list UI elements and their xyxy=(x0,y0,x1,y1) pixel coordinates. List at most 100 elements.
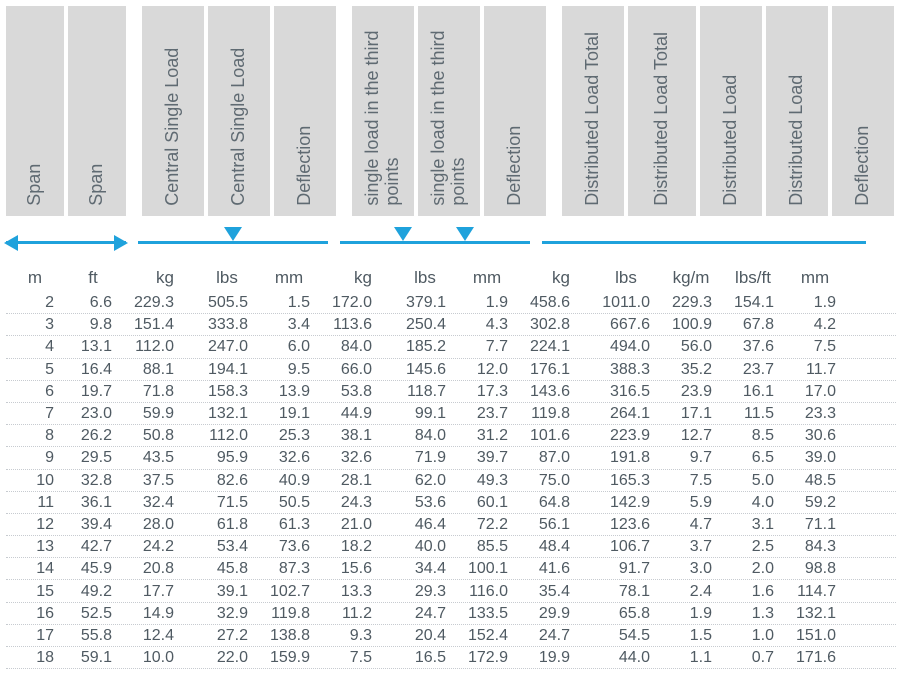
header-span-ft: Span xyxy=(68,6,126,216)
cell: 9.8 xyxy=(64,316,122,334)
cell: 45.8 xyxy=(196,560,258,578)
cell: 11.7 xyxy=(784,361,846,379)
cell: 0.7 xyxy=(722,649,784,667)
cell: 138.8 xyxy=(258,627,320,645)
cell: 72.2 xyxy=(456,516,518,534)
cell: 118.7 xyxy=(394,383,456,401)
cell: 65.8 xyxy=(592,605,660,623)
cell: 48.4 xyxy=(518,538,580,556)
distributed-load-icon xyxy=(542,225,866,249)
cell: 39.7 xyxy=(456,449,518,467)
cell: 40.9 xyxy=(258,472,320,490)
unit-kg3: kg xyxy=(530,268,592,288)
cell: 71.1 xyxy=(784,516,846,534)
cell: 59.1 xyxy=(64,649,122,667)
unit-m: m xyxy=(6,268,64,288)
cell: 18 xyxy=(6,649,64,667)
cell: 37.6 xyxy=(722,338,784,356)
table-row: 26.6229.3505.51.5172.0379.11.9458.61011.… xyxy=(6,292,896,314)
cell: 112.0 xyxy=(122,338,184,356)
unit-ft: ft xyxy=(64,268,122,288)
cell: 61.3 xyxy=(258,516,320,534)
cell: 151.4 xyxy=(122,316,184,334)
cell: 16.4 xyxy=(64,361,122,379)
cell: 11.2 xyxy=(320,605,382,623)
unit-mm3: mm xyxy=(784,268,846,288)
cell: 75.0 xyxy=(518,472,580,490)
cell: 165.3 xyxy=(592,472,660,490)
cell: 20.4 xyxy=(394,627,456,645)
cell: 34.4 xyxy=(394,560,456,578)
table-row: 39.8151.4333.83.4113.6250.44.3302.8667.6… xyxy=(6,314,896,336)
units-row: m ft kg lbs mm kg lbs mm kg lbs kg/m lbs… xyxy=(6,268,896,288)
cell: 4 xyxy=(6,338,64,356)
cell: 6.5 xyxy=(722,449,784,467)
cell: 50.5 xyxy=(258,494,320,512)
cell: 100.9 xyxy=(660,316,722,334)
cell: 35.4 xyxy=(518,583,580,601)
table-row: 826.250.8112.025.338.184.031.2101.6223.9… xyxy=(6,425,896,447)
cell: 17.3 xyxy=(456,383,518,401)
cell: 20.8 xyxy=(122,560,184,578)
cell: 458.6 xyxy=(518,294,580,312)
cell: 4.2 xyxy=(784,316,846,334)
cell: 388.3 xyxy=(592,361,660,379)
table-row: 1652.514.932.9119.811.224.7133.529.965.8… xyxy=(6,603,896,625)
unit-mm2: mm xyxy=(456,268,518,288)
cell: 59.9 xyxy=(122,405,184,423)
cell: 6 xyxy=(6,383,64,401)
cell: 19.9 xyxy=(518,649,580,667)
cell: 23.7 xyxy=(456,405,518,423)
cell: 172.0 xyxy=(320,294,382,312)
table-row: 1859.110.022.0159.97.516.5172.919.944.01… xyxy=(6,647,896,669)
cell: 114.7 xyxy=(784,583,846,601)
cell: 78.1 xyxy=(592,583,660,601)
cell: 84.0 xyxy=(394,427,456,445)
header-row: Span Span Central Single Load Central Si… xyxy=(6,6,896,216)
cell: 5 xyxy=(6,361,64,379)
cell: 142.9 xyxy=(592,494,660,512)
cell: 30.6 xyxy=(784,427,846,445)
icon-row xyxy=(6,222,896,252)
cell: 13.3 xyxy=(320,583,382,601)
cell: 8 xyxy=(6,427,64,445)
cell: 88.1 xyxy=(122,361,184,379)
cell: 132.1 xyxy=(196,405,258,423)
cell: 56.1 xyxy=(518,516,580,534)
cell: 333.8 xyxy=(196,316,258,334)
cell: 24.7 xyxy=(518,627,580,645)
cell: 84.0 xyxy=(320,338,382,356)
header-dist-defl: Deflection xyxy=(832,6,894,216)
cell: 3 xyxy=(6,316,64,334)
cell: 17.1 xyxy=(660,405,722,423)
cell: 37.5 xyxy=(122,472,184,490)
cell: 151.0 xyxy=(784,627,846,645)
cell: 29.3 xyxy=(394,583,456,601)
cell: 119.8 xyxy=(518,405,580,423)
cell: 100.1 xyxy=(456,560,518,578)
cell: 31.2 xyxy=(456,427,518,445)
cell: 91.7 xyxy=(592,560,660,578)
cell: 13 xyxy=(6,538,64,556)
cell: 191.8 xyxy=(592,449,660,467)
cell: 7.5 xyxy=(660,472,722,490)
header-third-kg: single load in the third points xyxy=(352,6,414,216)
cell: 54.5 xyxy=(592,627,660,645)
cell: 40.0 xyxy=(394,538,456,556)
cell: 152.4 xyxy=(456,627,518,645)
cell: 23.9 xyxy=(660,383,722,401)
cell: 1.9 xyxy=(456,294,518,312)
cell: 71.9 xyxy=(394,449,456,467)
cell: 35.2 xyxy=(660,361,722,379)
cell: 71.5 xyxy=(196,494,258,512)
table-row: 1136.132.471.550.524.353.660.164.8142.95… xyxy=(6,492,896,514)
cell: 38.1 xyxy=(320,427,382,445)
cell: 3.0 xyxy=(660,560,722,578)
cell: 10 xyxy=(6,472,64,490)
cell: 24.7 xyxy=(394,605,456,623)
cell: 39.0 xyxy=(784,449,846,467)
cell: 9.7 xyxy=(660,449,722,467)
cell: 1.0 xyxy=(722,627,784,645)
load-table: Span Span Central Single Load Central Si… xyxy=(6,6,896,669)
cell: 316.5 xyxy=(592,383,660,401)
